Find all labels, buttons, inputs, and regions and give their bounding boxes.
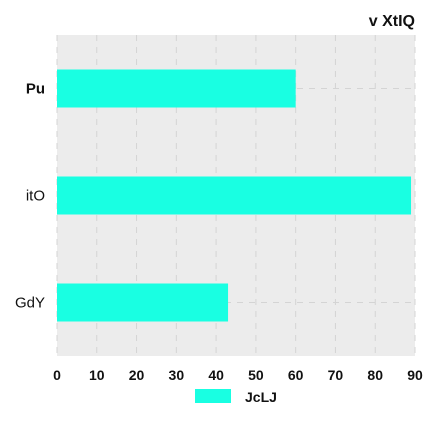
bar-ito xyxy=(57,176,412,215)
x-tick-label: 0 xyxy=(53,367,61,383)
x-tick-label: 90 xyxy=(407,367,423,383)
x-tick-label: 30 xyxy=(169,367,185,383)
x-tick-label: 10 xyxy=(89,367,105,383)
y-category-label: itO xyxy=(26,188,45,205)
x-tick-label: 70 xyxy=(328,367,344,383)
legend-swatch xyxy=(195,389,231,403)
x-tick-label: 40 xyxy=(208,367,224,383)
bar-pu xyxy=(57,69,296,108)
x-axis-ticks: 0 10 20 30 40 50 60 70 80 90 xyxy=(53,367,423,383)
x-tick-label: 20 xyxy=(129,367,145,383)
legend: JcLJ xyxy=(195,389,277,405)
x-tick-label: 60 xyxy=(288,367,304,383)
legend-label: JcLJ xyxy=(245,389,277,405)
chart-title: v XtIQ xyxy=(369,13,415,30)
y-axis-categories: Pu itO GdY xyxy=(15,81,45,312)
bar-gdy xyxy=(57,283,229,322)
y-category-label: GdY xyxy=(15,295,45,312)
x-tick-label: 50 xyxy=(248,367,264,383)
y-category-label: Pu xyxy=(26,81,45,98)
x-tick-label: 80 xyxy=(367,367,383,383)
bars xyxy=(57,69,412,322)
